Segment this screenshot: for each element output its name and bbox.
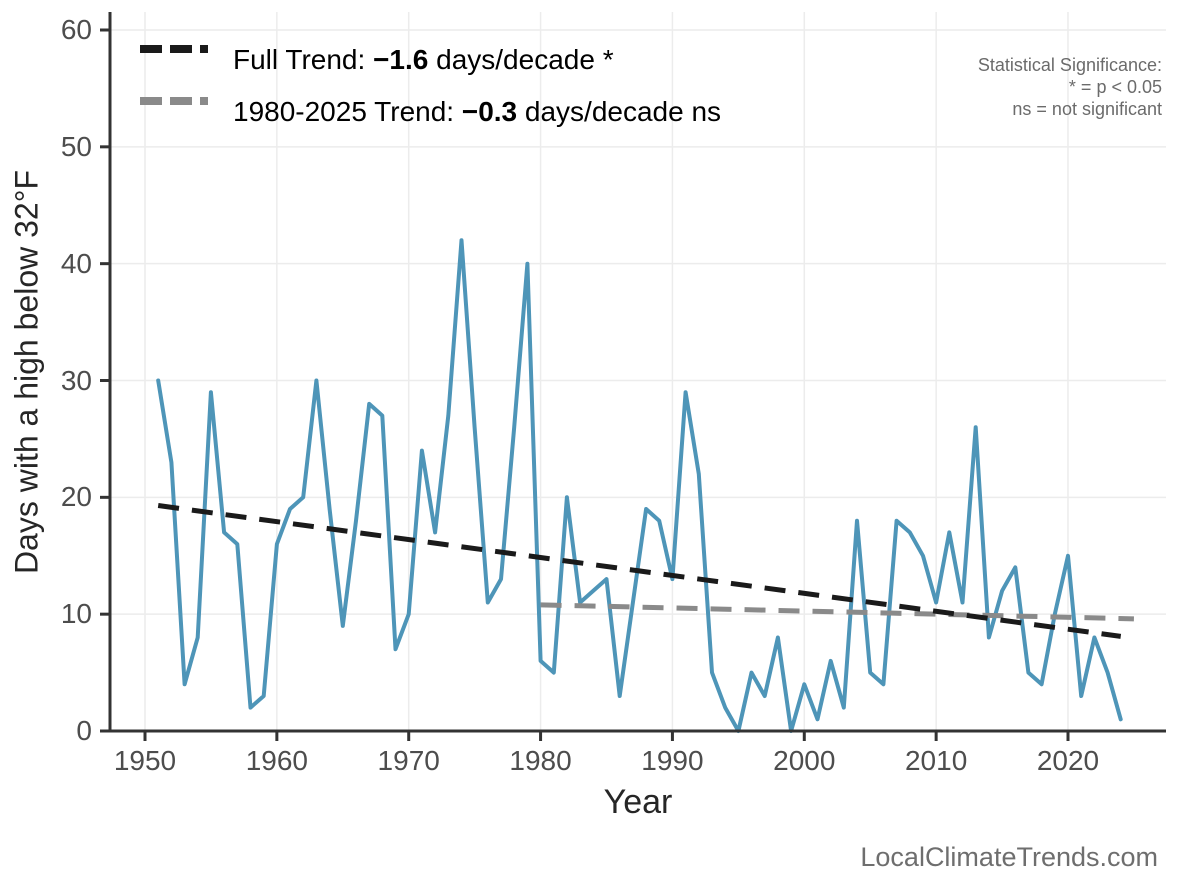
legend-label-prefix: 1980-2025 Trend: <box>233 96 462 127</box>
significance-note-title: Statistical Significance: <box>977 55 1162 75</box>
y-tick-label: 20 <box>60 481 92 513</box>
x-tick-label: 2020 <box>1036 745 1100 776</box>
trend-line-full-trend <box>157 503 1122 639</box>
x-tick-label: 1950 <box>113 745 177 776</box>
legend-label-recent-trend: 1980-2025 Trend: −0.3 days/decade ns <box>233 97 721 127</box>
x-tick-label: 1960 <box>245 745 308 776</box>
y-tick-label: 0 <box>76 715 92 746</box>
data-line-days-below-32F <box>156 238 1123 733</box>
legend-label-suffix: days/decade ns <box>517 96 722 127</box>
y-tick-label: 30 <box>60 364 92 396</box>
watermark: LocalClimateTrends.com <box>860 842 1158 872</box>
x-tick-label: 1990 <box>641 745 704 776</box>
y-tick-label: 10 <box>60 598 92 630</box>
x-axis-title: Year <box>603 783 673 821</box>
full-trend-dash-icon <box>140 45 208 53</box>
y-tick-label: 50 <box>60 130 92 162</box>
y-tick-label: 40 <box>60 247 92 279</box>
significance-note-star: * = p < 0.05 <box>1068 77 1162 97</box>
x-tick-label: 2000 <box>773 745 836 776</box>
legend-trend-value: −0.3 <box>461 96 518 127</box>
x-tick-label: 1980 <box>509 745 572 776</box>
x-tick-label: 2010 <box>904 745 968 776</box>
legend-label-full-trend: Full Trend: −1.6 days/decade * <box>233 45 614 75</box>
y-tick-label: 60 <box>60 14 92 45</box>
recent-trend-dash-icon <box>140 97 208 105</box>
legend-trend-value: −1.6 <box>373 44 429 75</box>
significance-note-ns: ns = not significant <box>1012 99 1162 119</box>
trend-line-recent-trend <box>540 602 1134 622</box>
legend-label-suffix: days/decade * <box>428 44 614 75</box>
x-tick-label: 1970 <box>377 745 440 776</box>
significance-note: Statistical Significance: * = p < 0.05 n… <box>978 54 1162 120</box>
legend-label-prefix: Full Trend: <box>233 44 374 75</box>
